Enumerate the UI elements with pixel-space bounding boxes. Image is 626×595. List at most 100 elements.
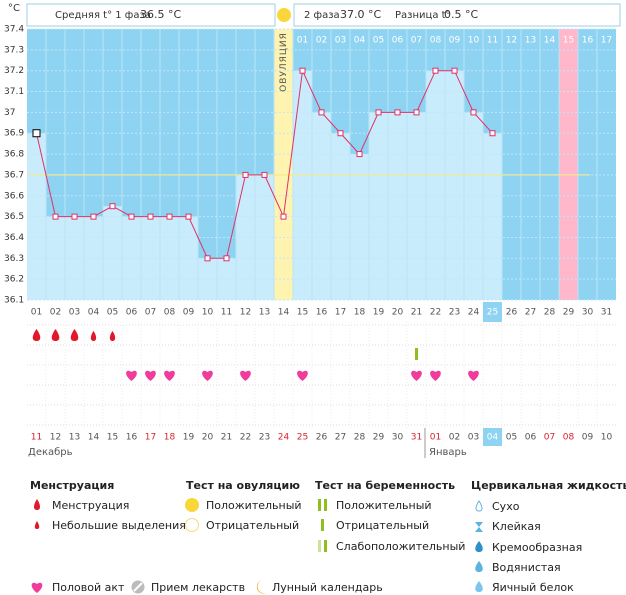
date-label: 27 xyxy=(335,433,346,443)
date-label: 20 xyxy=(202,433,214,443)
date-label: 16 xyxy=(126,433,138,443)
temp-bar xyxy=(369,112,388,300)
day-label: 24 xyxy=(468,308,480,318)
temp-point xyxy=(242,171,249,178)
today-box xyxy=(483,302,502,322)
phase1-box xyxy=(26,3,276,27)
legend-icon xyxy=(185,518,199,532)
day-label: 08 xyxy=(164,308,176,318)
phase2-value: 37.0 °C xyxy=(340,8,381,21)
temp-bar xyxy=(103,206,122,300)
day-label: 19 xyxy=(373,308,385,318)
temp-point xyxy=(166,213,173,220)
y-tick-label: 36.7 xyxy=(4,170,24,180)
temp-point xyxy=(128,213,135,220)
legend-icon xyxy=(256,580,267,594)
temp-point xyxy=(470,109,477,116)
legend-icon xyxy=(31,582,43,593)
menstruation-drop xyxy=(90,331,97,341)
cycle-day-label: 06 xyxy=(392,36,404,46)
temp-point xyxy=(394,109,401,116)
temp-bar xyxy=(293,70,312,300)
menstruation-drop xyxy=(51,329,60,341)
day-label: 31 xyxy=(601,308,612,318)
cycle-day-label: 15 xyxy=(563,36,574,46)
legend-item: Водянистая xyxy=(492,561,561,574)
date-label: 03 xyxy=(468,433,479,443)
date-label: 11 xyxy=(31,433,42,443)
cycle-day-label: 09 xyxy=(449,36,461,46)
temp-point xyxy=(356,151,363,158)
y-tick-label: 36.8 xyxy=(4,150,24,160)
date-label: 31 xyxy=(411,433,422,443)
phase1-label: Средняя t° 1 фаза xyxy=(55,10,151,21)
legend-item: Менструация xyxy=(52,499,129,512)
temp-point xyxy=(90,213,97,220)
legend-title: Менструация xyxy=(30,479,114,492)
day-label: 22 xyxy=(430,308,441,318)
legend-icon xyxy=(324,540,327,552)
legend-item: Отрицательный xyxy=(336,519,429,532)
temp-point xyxy=(432,67,439,74)
date-label: 10 xyxy=(601,433,613,443)
cycle-day-label: 14 xyxy=(544,36,556,46)
cycle-day-label: 13 xyxy=(525,36,536,46)
day-label: 11 xyxy=(221,308,232,318)
temp-point xyxy=(451,67,458,74)
legend-item: Лунный календарь xyxy=(272,581,383,594)
day-label: 25 xyxy=(487,308,498,318)
day-label: 13 xyxy=(259,308,270,318)
cycle-day-label: 10 xyxy=(468,36,480,46)
cycle-day-label: 08 xyxy=(430,36,442,46)
legend-title: Тест на овуляцию xyxy=(186,479,300,492)
ovulation-label: ОВУЛЯЦИЯ xyxy=(279,32,289,92)
legend-item: Половой акт xyxy=(52,581,125,594)
day-label: 28 xyxy=(544,308,556,318)
legend-icon xyxy=(133,582,143,592)
temp-point xyxy=(32,129,41,138)
diff-value: 0.5 °C xyxy=(444,8,478,21)
day-label: 15 xyxy=(297,308,308,318)
month-label: Январь xyxy=(429,447,467,458)
date-label: 14 xyxy=(88,433,100,443)
legend-icon xyxy=(34,499,40,510)
date-label: 13 xyxy=(69,433,80,443)
temp-point xyxy=(489,130,496,137)
temp-bar xyxy=(445,70,464,300)
sex-heart xyxy=(240,370,251,381)
temp-bar xyxy=(236,174,255,300)
legend-icon xyxy=(34,521,40,529)
day-label: 10 xyxy=(202,308,214,318)
today-date-box xyxy=(483,428,502,446)
date-label: 25 xyxy=(297,433,308,443)
temp-bar xyxy=(217,258,236,300)
day-label: 23 xyxy=(449,308,460,318)
temp-point xyxy=(375,109,382,116)
legend-item: Положительный xyxy=(206,499,302,512)
day-label: 01 xyxy=(31,308,42,318)
sex-heart xyxy=(164,370,175,381)
y-tick-label: 36.1 xyxy=(4,296,24,306)
phase2-box xyxy=(293,3,621,27)
date-label: 29 xyxy=(373,433,385,443)
diff-label: Разница t° xyxy=(395,10,451,21)
sex-heart xyxy=(411,370,422,381)
day-label: 27 xyxy=(525,308,536,318)
legend-icon xyxy=(475,581,483,592)
day-label: 09 xyxy=(183,308,195,318)
day-label: 04 xyxy=(88,308,100,318)
temp-point xyxy=(204,255,211,262)
cycle-day-label: 02 xyxy=(316,36,327,46)
phase1-value: 36.5 °C xyxy=(140,8,181,21)
sex-heart xyxy=(468,370,479,381)
pregnancy-test xyxy=(415,348,418,360)
y-tick-label: 36.5 xyxy=(4,212,24,222)
ovulation-column xyxy=(274,29,293,300)
day-label: 14 xyxy=(278,308,290,318)
cycle-day-label: 17 xyxy=(601,36,612,46)
date-label: 06 xyxy=(525,433,537,443)
date-label: 01 xyxy=(430,433,441,443)
date-label: 21 xyxy=(221,433,232,443)
day-label: 12 xyxy=(240,308,251,318)
temp-point xyxy=(223,255,230,262)
